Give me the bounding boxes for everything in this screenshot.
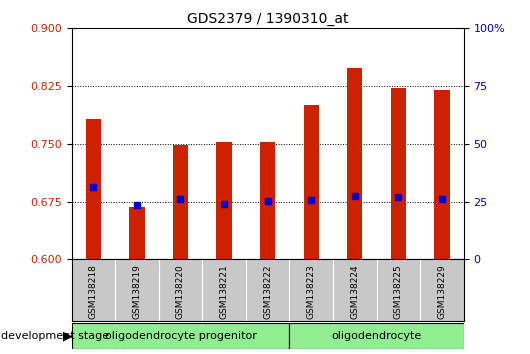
Text: GSM138221: GSM138221	[219, 264, 228, 319]
Text: GSM138220: GSM138220	[176, 264, 185, 319]
Bar	[86, 119, 101, 259]
Text: development stage: development stage	[1, 331, 109, 341]
Bar	[260, 142, 275, 259]
Bar	[173, 145, 188, 259]
Bar	[129, 207, 145, 259]
Text: GSM138229: GSM138229	[437, 264, 446, 319]
Title: GDS2379 / 1390310_at: GDS2379 / 1390310_at	[187, 12, 348, 26]
Bar	[304, 105, 319, 259]
Bar	[289, 323, 464, 349]
Text: ▶: ▶	[63, 330, 72, 342]
Bar	[435, 90, 449, 259]
Text: GSM138223: GSM138223	[307, 264, 316, 319]
Bar	[72, 323, 289, 349]
Text: GSM138222: GSM138222	[263, 264, 272, 319]
Bar	[216, 142, 232, 259]
Text: oligodendrocyte: oligodendrocyte	[331, 331, 422, 341]
Text: GSM138218: GSM138218	[89, 264, 98, 319]
Text: GSM138225: GSM138225	[394, 264, 403, 319]
Text: oligodendrocyte progenitor: oligodendrocyte progenitor	[104, 331, 257, 341]
Text: GSM138224: GSM138224	[350, 264, 359, 319]
Bar	[391, 88, 406, 259]
Text: GSM138219: GSM138219	[132, 264, 142, 319]
Bar	[347, 68, 363, 259]
